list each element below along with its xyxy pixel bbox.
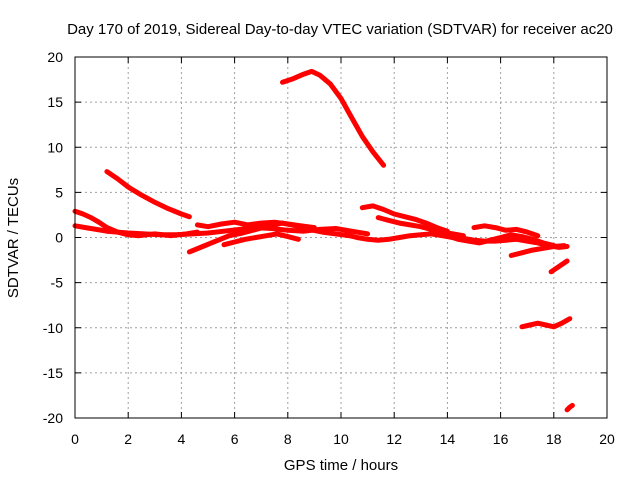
- y-axis-label: SDTVAR / TECUs: [5, 178, 22, 298]
- y-tick-label: -5: [51, 275, 64, 291]
- series-arc-9: [359, 203, 450, 234]
- x-axis-label: GPS time / hours: [284, 457, 398, 474]
- y-tick-label: 20: [47, 49, 63, 65]
- series-arc-1: [280, 68, 387, 168]
- x-tick-label: 0: [71, 431, 79, 447]
- series-arc-11: [434, 230, 557, 249]
- y-tick-labels: -20 -15 -10 -5 0 5 10 15 20: [43, 49, 63, 426]
- chart-title: Day 170 of 2019, Sidereal Day-to-day VTE…: [67, 21, 613, 38]
- y-tick-label: -10: [43, 320, 63, 336]
- x-tick-label: 18: [546, 431, 562, 447]
- y-tick-label: 0: [55, 230, 63, 246]
- series-arc-15: [519, 316, 573, 330]
- y-tick-label: 5: [55, 184, 63, 200]
- x-tick-label: 8: [284, 431, 292, 447]
- x-tick-label: 20: [599, 431, 615, 447]
- data-series: [72, 68, 575, 413]
- x-tick-label: 14: [440, 431, 456, 447]
- y-tick-label: 15: [47, 94, 63, 110]
- y-tick-label: -20: [43, 410, 63, 426]
- x-tick-label: 4: [178, 431, 186, 447]
- x-tick-label: 12: [386, 431, 402, 447]
- series-arc-7: [221, 231, 301, 248]
- series-arc-10: [375, 215, 466, 239]
- series-arc-13: [508, 243, 567, 258]
- axis-ticks: [74, 56, 608, 419]
- x-tick-label: 6: [231, 431, 239, 447]
- series-arc-16: [564, 402, 575, 413]
- series-arc-5: [186, 220, 352, 255]
- x-tick-label: 2: [124, 431, 132, 447]
- y-tick-label: 10: [47, 139, 63, 155]
- series-arc-6: [194, 219, 317, 231]
- series-arc-12: [471, 223, 541, 239]
- x-tick-label: 10: [333, 431, 349, 447]
- x-tick-labels: 0 2 4 6 8 10 12 14 16 18 20: [71, 431, 615, 447]
- y-tick-label: -15: [43, 365, 63, 381]
- x-tick-label: 16: [493, 431, 509, 447]
- series-arc-2: [104, 169, 192, 220]
- series-arc-14: [548, 258, 570, 275]
